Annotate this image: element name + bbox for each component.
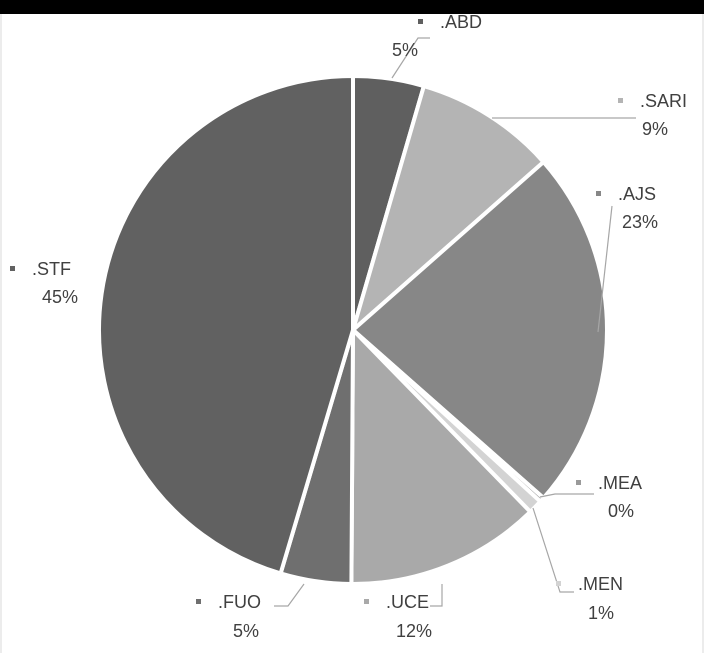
leader-line-abd [391,37,430,79]
slice-label-ajs: .AJS [618,184,656,204]
slice-percent-abd: 5% [392,40,418,60]
slice-label-fuo: .FUO [218,592,261,612]
label-key-abd [418,19,423,24]
data-labels: .ABD 5% .SARI 9% .AJS 23% .MEA 0% .MEN 1% .UCE 12%.… [10,12,687,641]
slice-percent-mea: 0% [608,501,634,521]
label-key-sari [618,98,623,103]
slice-label-men: .MEN [578,574,623,594]
leader-line-men [532,507,574,593]
leader-line-mea [539,493,594,498]
slice-label-sari: .SARI [640,91,687,111]
leader-line-ajs [597,205,613,333]
pie-slice-ajs [351,160,609,500]
leader-lines [274,37,636,607]
slice-percent-uce: 12% [396,621,432,641]
slice-percent-ajs: 23% [622,212,658,232]
label-key-mea [576,480,581,485]
label-key-stf [10,266,15,271]
label-key-uce [364,599,369,604]
slice-percent-sari: 9% [642,119,668,139]
slice-label-mea: .MEA [598,473,642,493]
pie-slice-sari [351,84,546,332]
leader-line-fuo [274,583,305,607]
label-key-men [556,581,561,586]
slice-label-uce: .UCE [386,592,429,612]
slice-percent-fuo: 5% [233,621,259,641]
label-key-fuo [196,599,201,604]
slice-percent-men: 1% [588,603,614,623]
pie-slice-stf [97,74,355,576]
slice-label-abd: .ABD [440,12,482,32]
top-bar [0,0,704,14]
pie-slices [97,74,609,586]
leader-line-uce [430,584,443,607]
slice-label-stf: .STF [32,259,71,279]
pie-slice-uce [349,328,533,586]
slice-percent-stf: 45% [42,287,78,307]
label-key-ajs [596,191,601,196]
